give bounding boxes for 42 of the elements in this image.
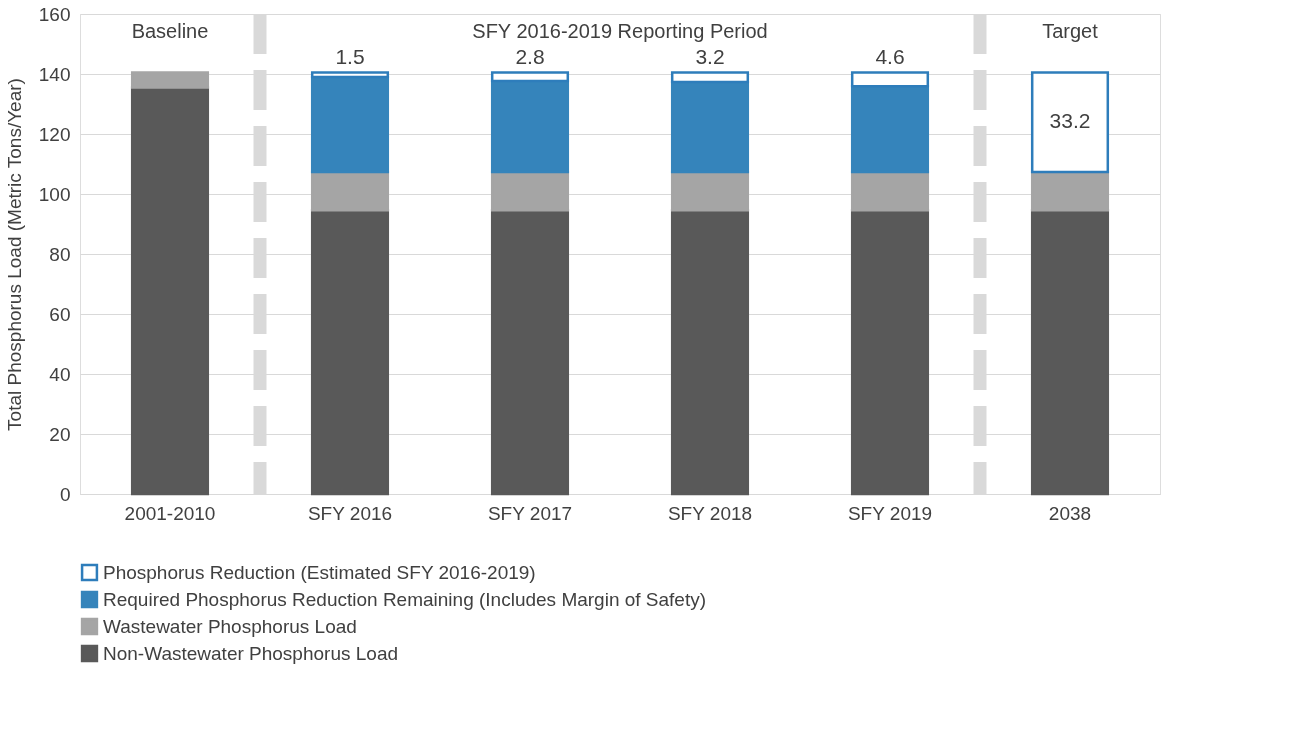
y-tick-label: 60 — [49, 303, 71, 325]
y-tick-label: 80 — [49, 243, 71, 265]
legend-label: Required Phosphorus Reduction Remaining (Includes Margin of Safety) — [103, 588, 707, 610]
bar — [850, 208, 930, 496]
x-tick-label: 2038 — [1048, 502, 1092, 524]
data-label: 33.2 — [1049, 109, 1091, 133]
x-tick-label: SFY 2019 — [847, 502, 933, 524]
y-tick-label: 140 — [38, 63, 71, 85]
data-label: 1.5 — [335, 44, 365, 68]
bar — [310, 208, 390, 496]
bar — [850, 170, 930, 212]
bar — [490, 208, 570, 496]
data-label: 3.2 — [695, 44, 725, 68]
y-tick-label: 160 — [38, 3, 71, 25]
data-label: 4.6 — [875, 44, 905, 68]
bar — [310, 75, 390, 174]
bar — [1030, 71, 1110, 174]
legend-label: Wastewater Phosphorus Load — [103, 615, 357, 637]
bar — [670, 208, 750, 496]
y-tick-label: 0 — [59, 483, 71, 505]
annotation: Baseline — [131, 20, 209, 42]
bar — [310, 170, 390, 212]
bar — [490, 170, 570, 212]
bar — [1030, 208, 1110, 496]
x-tick-label: 2001-2010 — [124, 502, 216, 524]
bar — [130, 86, 210, 496]
x-tick-label: SFY 2018 — [667, 502, 753, 524]
y-tick-label: 40 — [49, 363, 71, 385]
annotation: Target — [1042, 20, 1099, 42]
bar — [670, 170, 750, 212]
x-tick-label: SFY 2017 — [487, 502, 573, 524]
y-tick-label: 120 — [38, 123, 71, 145]
legend-label: Non-Wastewater Phosphorus Load — [103, 642, 399, 664]
y-axis-title: Total Phosphorus Load (Metric Tons/Year) — [3, 78, 25, 431]
bar — [1030, 170, 1110, 212]
annotation: SFY 2016-2019 Reporting Period — [472, 20, 768, 42]
legend-label: Phosphorus Reduction (Estimated SFY 2016-2019) — [103, 561, 536, 583]
x-tick-label: SFY 2016 — [307, 502, 393, 524]
bar — [130, 71, 210, 89]
y-tick-label: 100 — [38, 183, 71, 205]
data-label: 2.8 — [515, 44, 545, 68]
y-tick-label: 20 — [49, 423, 71, 445]
